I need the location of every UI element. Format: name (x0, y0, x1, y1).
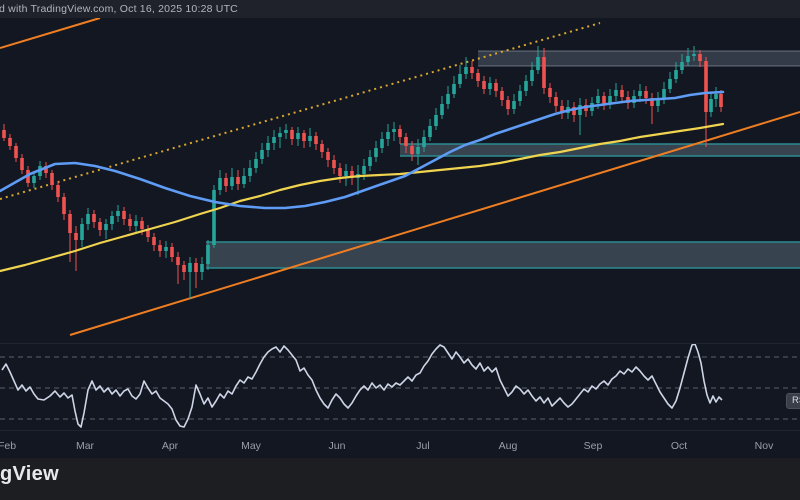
month-label-sep: Sep (583, 440, 603, 452)
channel-median-dotted-line (0, 22, 601, 200)
slow-ma-line-yellow (0, 122, 725, 273)
month-label-feb: Feb (0, 440, 17, 452)
bottom-toolbar: gView (0, 458, 800, 500)
rsi-line (1, 343, 723, 428)
month-label-nov: Nov (754, 440, 774, 452)
resistance-zone-top (478, 51, 800, 66)
time-axis[interactable]: Feb Mar Apr May Jun Jul Aug Sep Oct Nov (0, 430, 800, 459)
month-label-apr: Apr (161, 440, 179, 452)
month-label-jul: Jul (416, 440, 430, 452)
month-label-may: May (241, 440, 261, 452)
channel-upper-trendline (0, 17, 101, 49)
pane-separator (0, 343, 800, 344)
fast-ma-line-blue (0, 90, 725, 210)
month-label-jun: Jun (328, 440, 346, 452)
month-label-mar: Mar (75, 440, 95, 452)
month-label-oct: Oct (670, 440, 688, 452)
demand-zone-bottom (206, 242, 800, 268)
attribution-bar: d with TradingView.com, Oct 16, 2025 10:… (0, 0, 800, 18)
supply-zone-mid (400, 144, 800, 156)
attribution-text: d with TradingView.com, Oct 16, 2025 10:… (0, 3, 238, 15)
rsi-indicator-badge[interactable]: RSI (786, 393, 800, 409)
channel-lower-trendline (69, 111, 800, 336)
tradingview-logo-text[interactable]: gView (0, 463, 59, 485)
month-label-aug: Aug (498, 440, 518, 452)
